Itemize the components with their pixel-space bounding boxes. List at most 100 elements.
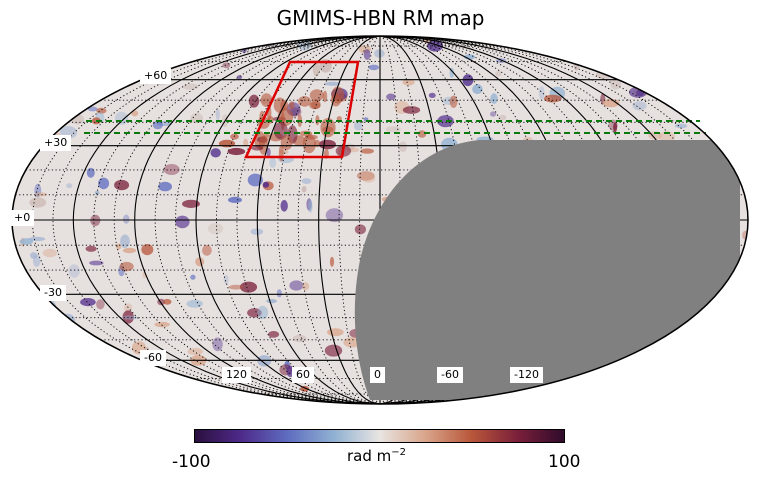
rm-patch [710,351,717,358]
rm-patch [654,357,672,371]
rm-patch [677,67,693,78]
rm-patch [19,78,32,89]
rm-patch [266,299,277,304]
rm-patch [609,69,615,74]
rm-patch [36,83,42,89]
rm-patch [726,72,739,83]
rm-patch [202,244,212,256]
rm-patch [32,254,41,267]
rm-patch [607,386,625,391]
rm-patch [731,107,736,114]
rm-patch [257,305,269,319]
rm-patch [523,391,540,403]
rm-patch [12,371,16,378]
rm-patch [324,344,343,357]
rm-patch [68,264,80,278]
lon-label-60: 60 [292,367,314,383]
rm-patch [12,44,24,59]
rm-patch [69,64,80,79]
rm-patch [543,94,562,103]
rm-patch [374,49,385,58]
colorbar-unit-label: rad m−2 [347,447,406,465]
rm-patch [29,197,47,208]
lon-label-120: 120 [222,367,251,383]
rm-patch [386,93,396,101]
rm-patch [309,89,324,102]
rm-patch [17,125,23,130]
rm-patch [212,337,223,352]
rm-patch [68,70,83,82]
rm-patch [209,36,226,46]
rm-patch [157,43,164,53]
rm-patch [671,51,686,60]
rm-patch [227,147,246,156]
rm-patch [248,94,260,108]
rm-patch [276,289,282,298]
rm-patch [56,42,67,49]
rm-patch [210,148,221,158]
rm-patch [59,313,76,327]
rm-patch [114,179,130,191]
rm-patch [140,387,157,398]
lon-label-0: 0 [370,367,385,383]
rm-patch [247,173,263,187]
mollweide-rm-map [11,35,749,405]
rm-patch [182,199,200,208]
lon-label-minus60: -60 [437,367,463,383]
rm-patch [163,298,172,305]
rm-patch [694,36,699,43]
rm-patch [64,373,80,381]
rm-patch [96,299,105,310]
rm-patch [94,190,100,195]
rm-patch [251,145,264,151]
rm-patch [118,374,130,380]
rm-patch [356,171,375,181]
rm-patch [310,99,321,109]
rm-patch [28,236,46,242]
rm-patch [711,123,722,129]
rm-patch [322,126,334,133]
rm-patch [653,72,662,86]
rm-patch [278,144,284,162]
rm-patch [98,177,110,190]
rm-patch [361,173,376,183]
rm-patch [402,79,415,86]
rm-patch [495,70,502,77]
rm-patch [292,334,307,343]
rm-patch [602,98,620,108]
rm-patch [86,167,95,178]
rm-patch [122,214,130,224]
rm-patch [175,215,190,229]
rm-patch [301,178,312,185]
colorbar-max-label: 100 [548,452,581,472]
rm-patch [18,106,32,119]
rm-patch [122,247,137,254]
rm-patch [269,157,277,168]
rm-patch [632,101,647,111]
rm-patch [113,353,122,363]
rm-patch [674,123,688,129]
rm-patch [650,80,661,89]
rm-patch [655,40,670,52]
rm-patch [354,224,366,235]
rm-patch [360,148,375,154]
rm-patch [312,63,320,77]
rm-patch [106,76,117,82]
rm-patch [152,120,163,130]
rm-patch [236,75,243,80]
rm-patch [709,43,716,57]
rm-patch [710,60,718,65]
lon-label-minus120: -120 [510,367,543,383]
rm-patch [490,93,498,104]
rm-patch [87,106,98,112]
lat-label-30: +30 [40,135,72,151]
rm-patch [264,133,270,138]
rm-patch [729,291,737,305]
rm-patch [76,378,90,386]
rm-patch [12,111,24,123]
rm-patch [741,46,747,54]
rm-patch [268,331,280,338]
rm-patch [288,101,295,110]
rm-patch [738,60,748,68]
rm-patch [227,397,235,404]
